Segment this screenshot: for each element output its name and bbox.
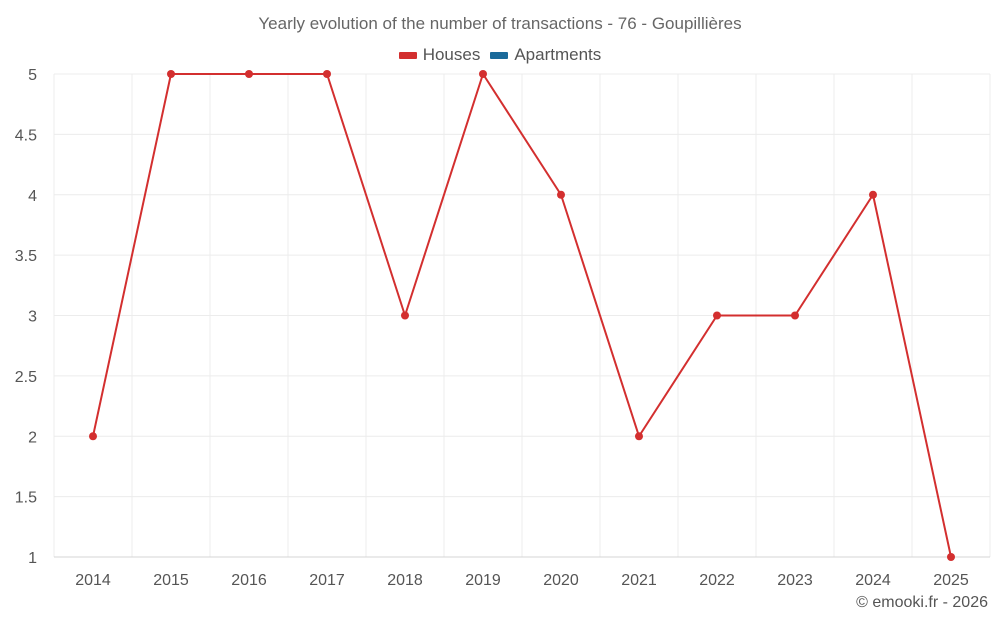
x-tick-label: 2016: [231, 572, 267, 589]
data-point-houses: [557, 190, 565, 199]
y-tick-label: 4.5: [15, 127, 37, 144]
credit-text: © emooki.fr - 2026: [856, 594, 988, 611]
y-tick-label: 1: [28, 550, 37, 567]
data-point-houses: [401, 311, 409, 320]
x-tick-label: 2020: [543, 572, 579, 589]
data-point-houses: [635, 432, 643, 441]
y-tick-label: 3: [28, 309, 37, 326]
x-tick-label: 2019: [465, 572, 501, 589]
chart-title: Yearly evolution of the number of transa…: [258, 14, 742, 33]
grid-layer: [53, 73, 991, 557]
y-tick-label: 2.5: [15, 369, 37, 386]
x-tick-label: 2024: [855, 572, 891, 589]
legend-swatch-apartments: [490, 51, 509, 59]
data-point-houses: [479, 70, 487, 78]
chart-legend: Houses Apartments: [0, 45, 1000, 65]
axis-layer: 1 1.5 2 2.5 3 3.5 4 4.5 5 2014 2015 2016 2017 2018 201…: [15, 67, 990, 589]
legend-item-apartments[interactable]: Apartments: [490, 45, 601, 65]
data-point-houses: [167, 70, 175, 78]
data-point-houses: [245, 70, 253, 78]
legend-swatch-houses: [398, 51, 417, 59]
y-tick-label: 3.5: [15, 248, 37, 265]
data-point-houses: [713, 311, 721, 320]
series-layer: [89, 70, 955, 561]
data-point-houses: [947, 553, 955, 561]
x-tick-label: 2022: [699, 572, 735, 589]
series-line-houses: [92, 73, 952, 558]
x-tick-label: 2017: [309, 572, 345, 589]
y-tick-label: 1.5: [15, 490, 37, 507]
x-tick-label: 2021: [621, 572, 657, 589]
x-tick-label: 2014: [75, 572, 111, 589]
data-point-houses: [323, 70, 331, 78]
y-tick-label: 2: [28, 429, 37, 446]
x-tick-label: 2015: [153, 572, 189, 589]
y-tick-label: 5: [28, 67, 37, 84]
data-point-houses: [791, 311, 799, 320]
data-point-houses: [89, 432, 97, 441]
x-tick-label: 2023: [777, 572, 813, 589]
legend-item-houses[interactable]: Houses: [398, 45, 481, 65]
x-tick-label: 2025: [933, 572, 969, 589]
legend-label-houses: Houses: [422, 45, 481, 64]
x-tick-label: 2018: [387, 572, 423, 589]
legend-label-apartments: Apartments: [514, 45, 602, 64]
y-tick-label: 4: [28, 188, 37, 205]
data-point-houses: [869, 190, 877, 199]
